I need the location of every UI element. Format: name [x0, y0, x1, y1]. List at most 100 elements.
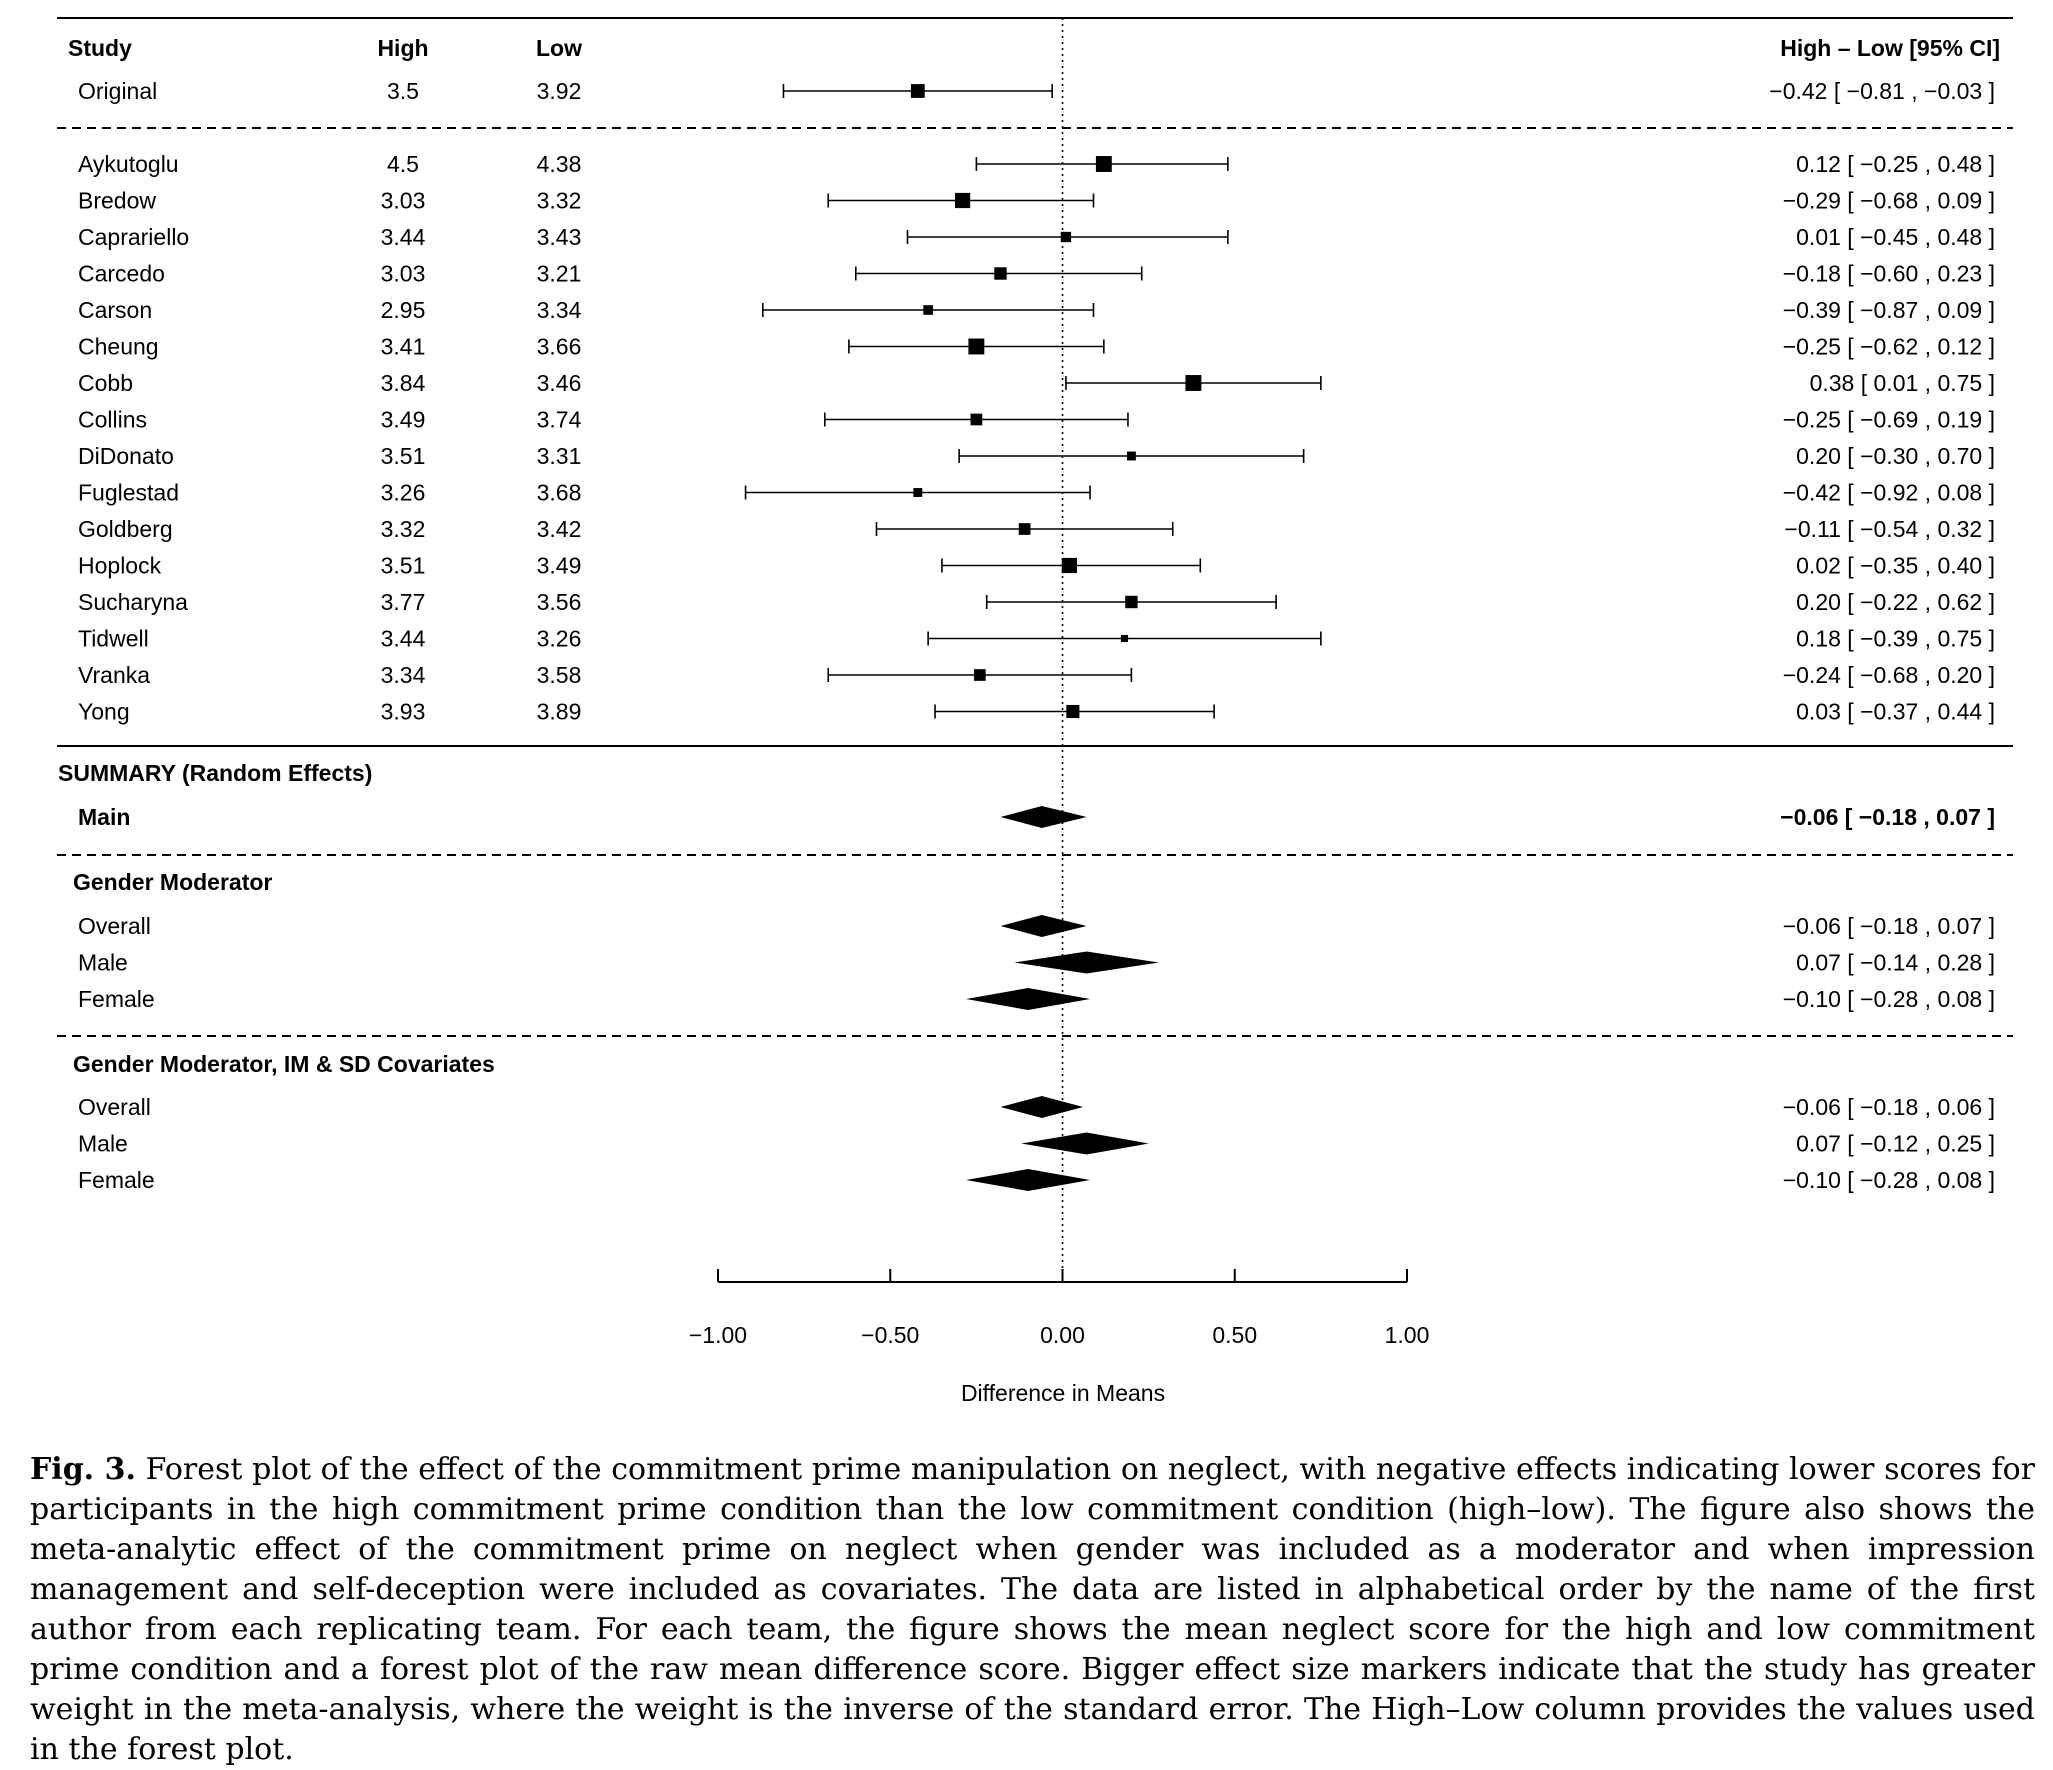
study-row-carcedo-low-value: 3.21: [537, 261, 582, 287]
study-row-collins-marker: [970, 413, 983, 426]
study-row-goldberg-low-value: 3.42: [537, 516, 582, 542]
study-row-yong-label: Yong: [78, 699, 130, 725]
moderator-group-1-title: Gender Moderator: [73, 869, 272, 895]
study-row-bredow-ci-text: −0.29 [ −0.68 , 0.09 ]: [1783, 188, 1995, 214]
study-row-carson-low-value: 3.34: [537, 297, 582, 323]
moderator-group-2-row-overall-diamond: [1000, 1096, 1084, 1118]
study-row-hoplock-ci-text: 0.02 [ −0.35 , 0.40 ]: [1796, 553, 1995, 579]
study-row-bredow-marker: [954, 192, 971, 209]
study-row-sucharyna-low-value: 3.56: [537, 589, 582, 615]
study-row-goldberg-marker: [1018, 523, 1031, 535]
study-row-carson-marker: [923, 305, 933, 315]
column-header-low: Low: [536, 35, 582, 61]
study-row-collins-ci-text: −0.25 [ −0.69 , 0.19 ]: [1783, 407, 1995, 433]
study-row-vranka-label: Vranka: [78, 662, 150, 688]
study-row-didonato-high-value: 3.51: [381, 443, 426, 469]
study-row-sucharyna-label: Sucharyna: [78, 589, 188, 615]
study-row-didonato-low-value: 3.31: [537, 443, 582, 469]
study-row-sucharyna-ci-text: 0.20 [ −0.22 , 0.62 ]: [1796, 589, 1995, 615]
study-row-fuglestad-label: Fuglestad: [78, 480, 179, 506]
study-row-tidwell-marker: [1120, 634, 1129, 643]
study-row-hoplock-high-value: 3.51: [381, 553, 426, 579]
study-row-collins-high-value: 3.49: [381, 407, 426, 433]
study-row-cheung-marker: [968, 338, 985, 355]
study-row-hoplock-low-value: 3.49: [537, 553, 582, 579]
column-header-high: High: [377, 35, 428, 61]
moderator-group-2-row-overall-label: Overall: [78, 1094, 151, 1120]
study-row-aykutoglu-label: Aykutoglu: [78, 151, 179, 177]
study-row-tidwell-ci-text: 0.18 [ −0.39 , 0.75 ]: [1796, 626, 1995, 652]
study-row-didonato-label: DiDonato: [78, 443, 174, 469]
study-row-cobb-ci-text: 0.38 [ 0.01 , 0.75 ]: [1810, 370, 1995, 396]
study-row-cobb-high-value: 3.84: [381, 370, 426, 396]
summary-row-main-label: Main: [78, 804, 130, 830]
x-axis-tick-label: 1.00: [1385, 1322, 1430, 1348]
study-row-tidwell-high-value: 3.44: [381, 626, 426, 652]
figure-caption: Fig. 3. Forest plot of the effect of the…: [30, 1450, 2035, 1770]
caption-text: Forest plot of the effect of the commitm…: [30, 1452, 2035, 1767]
study-row-fuglestad-low-value: 3.68: [537, 480, 582, 506]
study-row-caprariello-low-value: 3.43: [537, 224, 582, 250]
moderator-group-2-row-male-ci-text: 0.07 [ −0.12 , 0.25 ]: [1796, 1131, 1995, 1157]
study-row-didonato-marker: [1126, 451, 1136, 461]
moderator-group-2-title: Gender Moderator, IM & SD Covariates: [73, 1051, 495, 1077]
study-row-yong-high-value: 3.93: [381, 699, 426, 725]
study-row-aykutoglu-high-value: 4.5: [387, 151, 419, 177]
study-row-cheung-low-value: 3.66: [537, 334, 582, 360]
moderator-group-1-row-male-ci-text: 0.07 [ −0.14 , 0.28 ]: [1796, 950, 1995, 976]
column-header-study: Study: [68, 35, 132, 61]
study-row-caprariello-high-value: 3.44: [381, 224, 426, 250]
study-row-collins-label: Collins: [78, 407, 147, 433]
study-row-carcedo-label: Carcedo: [78, 261, 165, 287]
study-row-cheung-high-value: 3.41: [381, 334, 426, 360]
moderator-group-1-row-male-label: Male: [78, 950, 128, 976]
study-row-original-marker: [910, 84, 925, 98]
summary-title: SUMMARY (Random Effects): [58, 760, 372, 786]
study-row-cheung-ci-text: −0.25 [ −0.62 , 0.12 ]: [1783, 334, 1995, 360]
moderator-group-2-row-female-diamond: [966, 1169, 1091, 1191]
study-row-bredow-low-value: 3.32: [537, 188, 582, 214]
moderator-group-2-row-female-ci-text: −0.10 [ −0.28 , 0.08 ]: [1783, 1167, 1995, 1193]
moderator-group-1-row-overall-label: Overall: [78, 913, 151, 939]
study-row-carson-high-value: 2.95: [381, 297, 426, 323]
moderator-group-2-row-male-label: Male: [78, 1131, 128, 1157]
study-row-yong-low-value: 3.89: [537, 699, 582, 725]
study-row-didonato-ci-text: 0.20 [ −0.30 , 0.70 ]: [1796, 443, 1995, 469]
x-axis-tick-label: 0.50: [1212, 1322, 1257, 1348]
caption-label: Fig. 3.: [30, 1452, 136, 1487]
study-row-tidwell-label: Tidwell: [78, 626, 149, 652]
moderator-group-2-row-overall-ci-text: −0.06 [ −0.18 , 0.06 ]: [1783, 1094, 1995, 1120]
study-row-original-ci-text: −0.42 [ −0.81 , −0.03 ]: [1769, 78, 1995, 104]
study-row-vranka-ci-text: −0.24 [ −0.68 , 0.20 ]: [1783, 662, 1995, 688]
moderator-group-1-row-overall-ci-text: −0.06 [ −0.18 , 0.07 ]: [1783, 913, 1995, 939]
study-row-aykutoglu-ci-text: 0.12 [ −0.25 , 0.48 ]: [1796, 151, 1995, 177]
x-axis-tick-label: 0.00: [1040, 1322, 1085, 1348]
study-row-caprariello-label: Caprariello: [78, 224, 189, 250]
study-row-vranka-low-value: 3.58: [537, 662, 582, 688]
study-row-cobb-label: Cobb: [78, 370, 133, 396]
study-row-bredow-high-value: 3.03: [381, 188, 426, 214]
study-row-aykutoglu-marker: [1095, 156, 1112, 172]
study-row-goldberg-ci-text: −0.11 [ −0.54 , 0.32 ]: [1784, 516, 1995, 542]
study-row-cheung-label: Cheung: [78, 334, 159, 360]
x-axis-label: Difference in Means: [961, 1380, 1165, 1406]
study-row-fuglestad-marker: [913, 488, 923, 497]
study-row-bredow-label: Bredow: [78, 188, 156, 214]
study-row-tidwell-low-value: 3.26: [537, 626, 582, 652]
study-row-caprariello-marker: [1060, 231, 1072, 243]
moderator-group-1-row-female-label: Female: [78, 986, 155, 1012]
study-row-sucharyna-marker: [1125, 595, 1138, 609]
study-row-fuglestad-ci-text: −0.42 [ −0.92 , 0.08 ]: [1783, 480, 1995, 506]
study-row-original-label: Original: [78, 78, 157, 104]
study-row-cobb-low-value: 3.46: [537, 370, 582, 396]
study-row-carson-label: Carson: [78, 297, 152, 323]
study-row-vranka-high-value: 3.34: [381, 662, 426, 688]
moderator-group-1-row-male-diamond: [1014, 951, 1159, 974]
study-row-yong-ci-text: 0.03 [ −0.37 , 0.44 ]: [1796, 699, 1995, 725]
study-row-cobb-marker: [1185, 375, 1202, 391]
moderator-group-1-row-female-diamond: [966, 988, 1091, 1010]
x-axis-tick-label: −0.50: [861, 1322, 919, 1348]
study-row-original-high-value: 3.5: [387, 78, 419, 104]
moderator-group-2-row-female-label: Female: [78, 1167, 155, 1193]
summary-row-main-diamond: [1000, 806, 1087, 828]
